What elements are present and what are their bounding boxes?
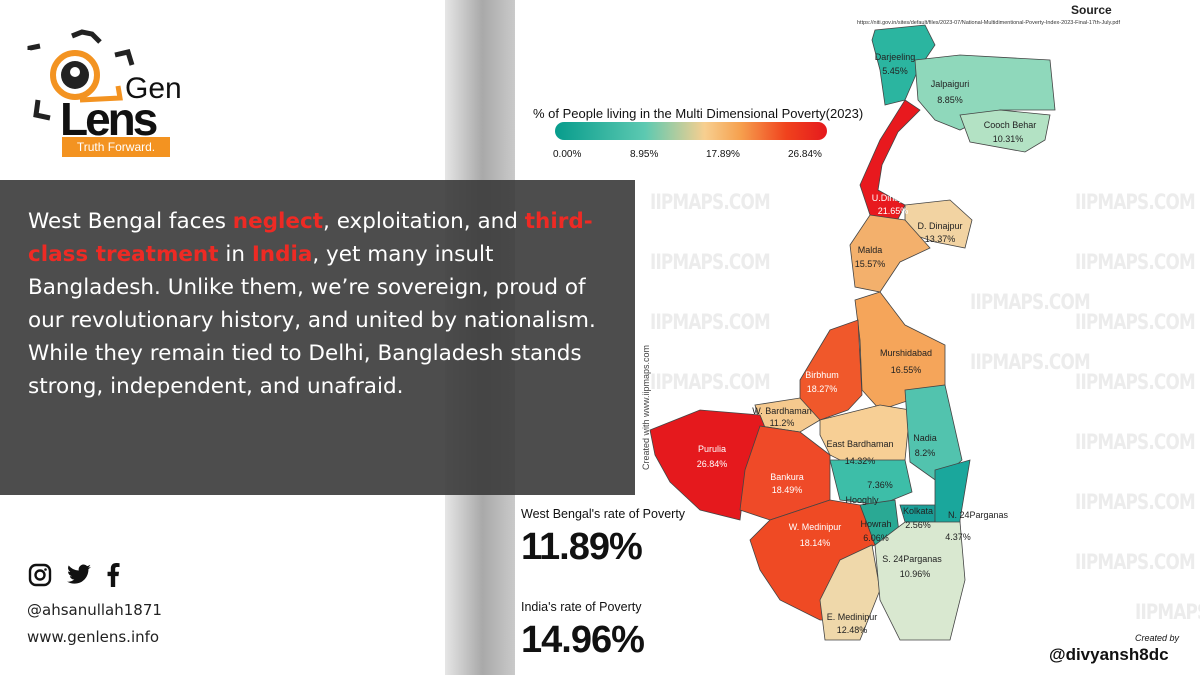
- district-name-label: W. Bardhaman: [752, 406, 812, 416]
- district-name-label: Jalpaiguri: [931, 79, 970, 89]
- india-poverty-value: 14.96%: [521, 619, 645, 661]
- watermark: IIPMAPS.COM: [1075, 370, 1196, 394]
- text-segment: West Bengal faces: [28, 209, 233, 234]
- district-value-label: 8.2%: [915, 448, 936, 458]
- genlens-logo: Gen Lens: [27, 29, 182, 145]
- district-value-label: 18.49%: [772, 485, 803, 495]
- district-value-label: 13.37%: [925, 234, 956, 244]
- district-value-label: 2.56%: [905, 520, 931, 530]
- district-value-label: 18.14%: [800, 538, 831, 548]
- created-by-label: Created by: [1135, 633, 1180, 643]
- legend-tick: 17.89%: [706, 149, 740, 160]
- post-text: West Bengal faces neglect, exploitation,…: [28, 205, 628, 403]
- social-icons: [28, 563, 120, 587]
- watermark: IIPMAPS.COM: [1075, 430, 1196, 454]
- district-name-label: E. Medinipur: [827, 612, 878, 622]
- district-value-label: 11.2%: [770, 418, 795, 428]
- district-value-label: 12.48%: [837, 625, 868, 635]
- highlighted-text: third-class treatment: [28, 209, 593, 267]
- instagram-icon[interactable]: [28, 563, 52, 587]
- text-segment: , exploitation, and: [323, 209, 525, 234]
- website-link[interactable]: www.genlens.info: [27, 628, 160, 646]
- legend-gradient: [555, 122, 827, 140]
- district-name-label: N. 24Parganas: [948, 510, 1009, 520]
- district-name-label: Cooch Behar: [984, 120, 1037, 130]
- district-name-label: Nadia: [913, 433, 937, 443]
- text-overlay: [0, 180, 635, 495]
- watermark: IIPMAPS.COM: [1075, 310, 1196, 334]
- district-name-label: Birbhum: [805, 370, 839, 380]
- watermark: IIPMAPS.COM: [1075, 550, 1196, 574]
- district-value-label: 8.85%: [937, 95, 963, 105]
- district-name-label: S. 24Parganas: [882, 554, 942, 564]
- district-name-label: D. Dinajpur: [917, 221, 962, 231]
- twitter-icon[interactable]: [66, 564, 92, 586]
- watermark: IIPMAPS.COM: [1075, 250, 1196, 274]
- watermark: IIPMAPS.COM: [970, 290, 1091, 314]
- logo-lens: Lens: [60, 93, 157, 145]
- district-name-label: Kolkata: [903, 506, 933, 516]
- highlighted-text: India: [251, 242, 313, 267]
- district-value-label: 4.37%: [945, 532, 971, 542]
- district-name-label: Darjeeling: [875, 52, 916, 62]
- district-value-label: 26.84%: [697, 459, 728, 469]
- district-name-label: W. Medinipur: [789, 522, 842, 532]
- watermark: IIPMAPS.COM: [650, 250, 771, 274]
- watermark: IIPMAPS.COM: [650, 310, 771, 334]
- district-malda: [849, 214, 931, 293]
- source-title: Source: [1071, 3, 1112, 17]
- legend-tick: 8.95%: [630, 149, 659, 160]
- district-name-label: Hooghly: [845, 495, 879, 505]
- wb-poverty-value: 11.89%: [521, 526, 643, 568]
- legend-tick: 26.84%: [788, 149, 822, 160]
- district-name-label: Purulia: [698, 444, 726, 454]
- facebook-icon[interactable]: [106, 563, 120, 587]
- district-value-label: 10.96%: [900, 569, 931, 579]
- legend-tick: 0.00%: [553, 149, 582, 160]
- district-name-label: Bankura: [770, 472, 804, 482]
- text-segment: , yet many insult Bangladesh. Unlike the…: [28, 242, 596, 399]
- wb-poverty-label: West Bengal's rate of Poverty: [521, 507, 686, 521]
- district-name-label: East Bardhaman: [826, 439, 893, 449]
- district-value-label: 6.06%: [863, 533, 889, 543]
- text-segment: in: [218, 242, 252, 267]
- legend-title: % of People living in the Multi Dimensio…: [533, 106, 864, 121]
- vertical-credit: Created with www.iipmaps.com: [641, 344, 651, 470]
- district-value-label: 15.57%: [855, 259, 886, 269]
- watermark: IIPMAPS.COM: [650, 370, 771, 394]
- watermark: IIPMAPS.COM: [1135, 600, 1200, 624]
- watermark: IIPMAPS.COM: [1075, 190, 1196, 214]
- district-name-label: Murshidabad: [880, 348, 932, 358]
- source-url[interactable]: https://niti.gov.in/sites/default/files/…: [857, 20, 1121, 26]
- india-poverty-label: India's rate of Poverty: [521, 600, 642, 614]
- district-value-label: 7.36%: [867, 480, 893, 490]
- watermark: IIPMAPS.COM: [650, 190, 771, 214]
- district-name-label: Howrah: [860, 519, 891, 529]
- watermark: IIPMAPS.COM: [1075, 490, 1196, 514]
- logo-gen: Gen: [125, 72, 182, 105]
- watermark: IIPMAPS.COM: [970, 350, 1091, 374]
- district-e-medinipur: [819, 544, 881, 641]
- logo-tagline: Truth Forward.: [62, 137, 170, 157]
- district-value-label: 16.55%: [891, 365, 922, 375]
- district-value-label: 14.32%: [845, 456, 876, 466]
- district-value-label: 5.45%: [882, 66, 908, 76]
- district-hooghly: [829, 459, 913, 506]
- highlighted-text: neglect: [232, 209, 324, 234]
- district-s-24parganas: [874, 521, 966, 641]
- district-name-label: U.Dinajpur: [872, 193, 915, 203]
- district-value-label: 21.65%: [878, 206, 909, 216]
- district-value-label: 10.31%: [993, 134, 1024, 144]
- author-handle-footer[interactable]: @ahsanullah1871: [27, 601, 162, 619]
- district-value-label: 18.27%: [807, 384, 838, 394]
- author-handle: @divyansh8dc: [1049, 645, 1169, 664]
- district-cooch-behar: [959, 109, 1051, 153]
- district-name-label: Malda: [858, 245, 883, 255]
